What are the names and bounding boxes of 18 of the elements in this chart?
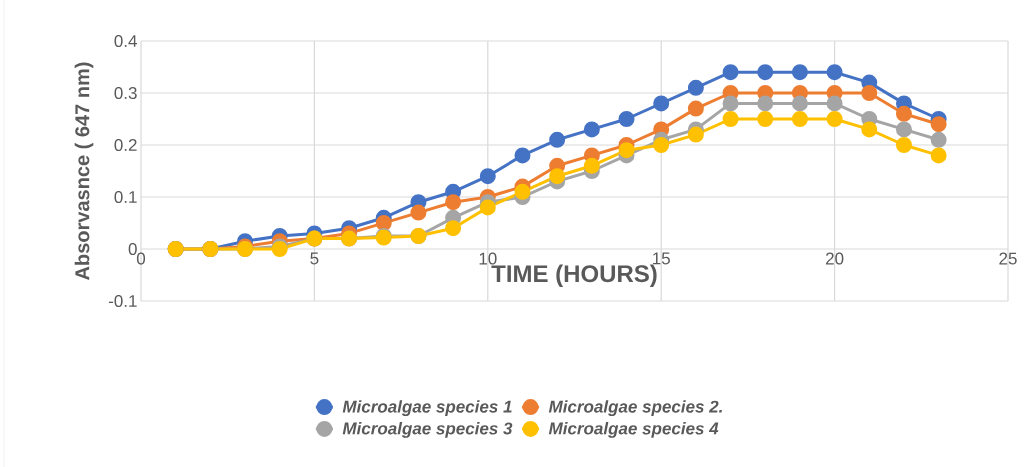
x-tick-label: 20 bbox=[826, 252, 844, 265]
x-tick-label: 10 bbox=[479, 252, 497, 265]
y-tick-label: 0 bbox=[128, 242, 137, 256]
x-tick-label: 25 bbox=[999, 252, 1017, 265]
legend-label: Microalgae species 2. bbox=[548, 400, 722, 417]
y-tick-label: 0.1 bbox=[114, 190, 137, 204]
legend-label: Microalgae species 4 bbox=[548, 422, 719, 438]
y-tick-label: -0.1 bbox=[108, 294, 137, 308]
x-tick-label: 15 bbox=[653, 252, 670, 265]
y-tick-label: 0.4 bbox=[114, 34, 137, 48]
x-axis-title: TIME (HOURS) bbox=[491, 264, 657, 287]
legend-label: Microalgae species 3 bbox=[342, 422, 513, 438]
y-axis-title: Absorvasnce ( 647 nm) bbox=[74, 62, 94, 280]
legend-label: Microalgae species 1 bbox=[342, 400, 512, 417]
y-tick-label: 0.3 bbox=[114, 86, 137, 100]
x-tick-label: 5 bbox=[310, 252, 319, 265]
x-tick-label: 0 bbox=[136, 252, 146, 265]
y-tick-label: 0.2 bbox=[114, 138, 137, 152]
